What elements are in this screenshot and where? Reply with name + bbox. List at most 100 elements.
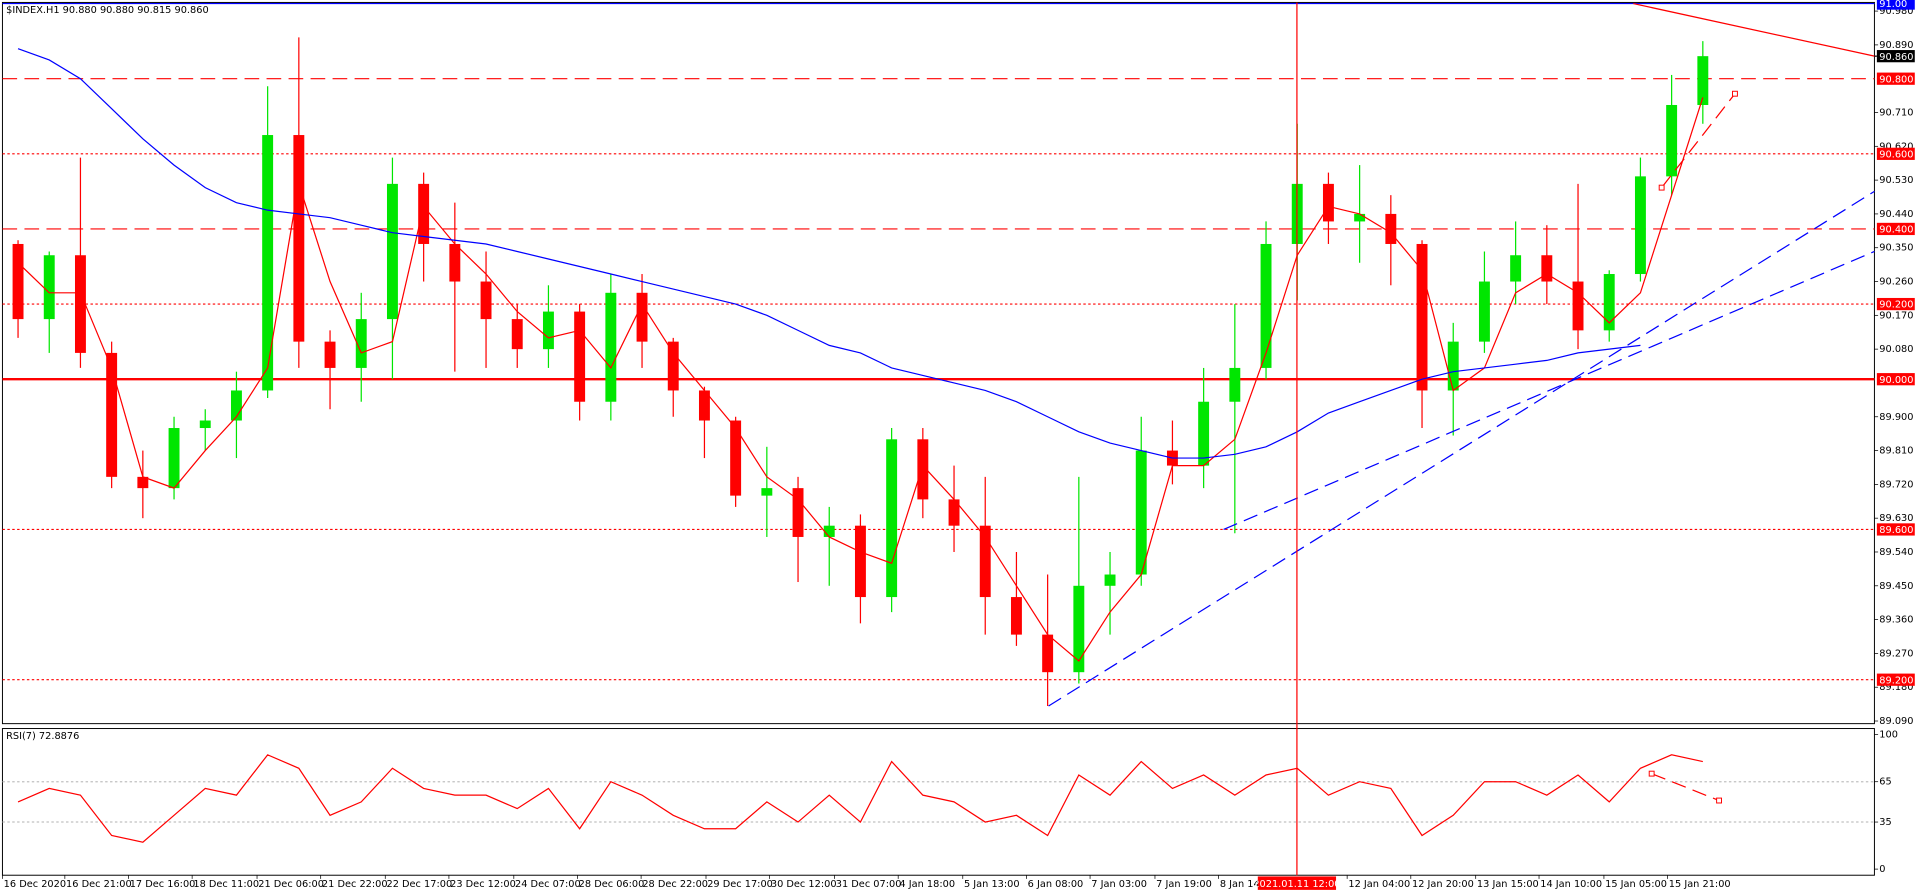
y-tick-label: 89.810: [1879, 446, 1913, 457]
trend-line: [1633, 2, 1875, 57]
main-pane: [1, 1, 1875, 725]
x-tick-label: 22 Dec 17:00: [386, 879, 452, 890]
x-tick-label: 7 Jan 19:00: [1156, 879, 1212, 890]
candle-body: [979, 525, 991, 598]
candle-body: [1416, 243, 1428, 391]
y-tick-label: 89.180: [1879, 682, 1913, 693]
y-tick-label: 90.170: [1879, 310, 1913, 321]
candle-body: [262, 135, 274, 391]
level-label: 89.600: [1879, 525, 1913, 536]
candle-body: [293, 135, 305, 342]
level-label: 89.200: [1879, 675, 1913, 686]
level-label-box: [1876, 523, 1915, 536]
x-tick-label: 5 Jan 13:00: [964, 879, 1020, 890]
candle-body: [886, 439, 898, 598]
candle-body: [324, 341, 336, 368]
candle-body: [574, 311, 586, 402]
moving-average: [17, 48, 1641, 459]
candle-body: [1198, 401, 1210, 466]
candle-body: [480, 281, 492, 320]
level-label: 90.400: [1879, 225, 1913, 236]
candle-body: [418, 183, 430, 244]
candle-body: [1697, 56, 1709, 105]
trend-line: [1223, 250, 1875, 531]
trend-handle: [1732, 90, 1738, 97]
candle-body: [605, 292, 617, 402]
candle-body: [1104, 574, 1116, 586]
candle-body: [792, 488, 804, 537]
candle-body: [1478, 281, 1490, 342]
y-tick-label: 0: [1879, 864, 1885, 875]
candle-body: [1010, 597, 1022, 635]
trend-handle: [1716, 797, 1722, 804]
x-tick-label: 29 Dec 17:00: [707, 879, 773, 890]
level-label-box: [1876, 297, 1915, 311]
candle-body: [199, 420, 211, 429]
x-tick-label: 21 Dec 06:00: [258, 879, 324, 890]
level-label-box: [1876, 0, 1915, 10]
trend-line: [1661, 93, 1736, 188]
x-tick-label: 18 Dec 11:00: [193, 879, 259, 890]
y-tick-label: 90.620: [1879, 141, 1913, 152]
rsi-line: [17, 754, 1703, 843]
x-tick-label: 16 Dec 2020: [4, 879, 66, 890]
candle-body: [1447, 341, 1459, 391]
y-tick-label: 90.440: [1879, 209, 1913, 220]
candle-body: [1666, 104, 1678, 177]
trend-handle: [1658, 184, 1665, 191]
x-tick-label: 28 Dec 06:00: [579, 879, 645, 890]
candle-body: [854, 525, 866, 598]
candle-body: [43, 255, 55, 320]
y-tick-label: 90.530: [1879, 175, 1913, 186]
candle-body: [948, 499, 960, 526]
candle-body: [137, 476, 149, 489]
crosshair-label-box: [1257, 876, 1337, 890]
y-tick-label: 65: [1879, 777, 1891, 788]
x-tick-label: 12 Jan 04:00: [1348, 879, 1410, 890]
y-tick-label: 89.540: [1879, 547, 1913, 558]
x-tick-label: 31 Dec 07:00: [836, 879, 902, 890]
candle-body: [1510, 255, 1522, 282]
y-tick-label: 90.350: [1879, 243, 1913, 254]
moving-average: [17, 97, 1704, 662]
level-label: 90.800: [1879, 74, 1913, 85]
x-tick-label: 4 Jan 18:00: [899, 879, 955, 890]
y-tick-label: 90.980: [1879, 6, 1913, 17]
x-tick-label: 12 Jan 20:00: [1412, 879, 1474, 890]
trend-line: [1048, 190, 1875, 707]
candle-body: [1322, 183, 1334, 222]
candle-body: [106, 352, 118, 477]
x-tick-label: 24 Dec 07:00: [515, 879, 581, 890]
candle-body: [761, 488, 773, 496]
candle-body: [386, 183, 398, 320]
rsi-pane: [1, 728, 1875, 876]
level-label-box: [1876, 222, 1915, 236]
x-tick-label: 6 Jan 08:00: [1028, 879, 1084, 890]
level-label-box: [1876, 72, 1915, 85]
y-tick-label: 89.450: [1879, 581, 1913, 592]
x-tick-label: 16 Dec 21:00: [66, 879, 132, 890]
y-tick-label: 90.710: [1879, 108, 1913, 119]
level-label: 90.200: [1879, 300, 1913, 311]
y-tick-label: 89.630: [1879, 513, 1913, 524]
candle-body: [230, 390, 242, 421]
x-tick-label: 30 Dec 12:00: [771, 879, 837, 890]
candle-body: [449, 243, 461, 282]
candle-body: [1260, 243, 1272, 368]
level-label: 90.600: [1879, 149, 1913, 160]
x-tick-label: 14 Jan 10:00: [1540, 879, 1602, 890]
candle-body: [1572, 281, 1584, 331]
y-tick-label: 89.270: [1879, 648, 1913, 659]
y-tick-label: 35: [1879, 817, 1891, 828]
x-tick-label: 15 Jan 21:00: [1669, 879, 1731, 890]
y-tick-label: 90.260: [1879, 277, 1913, 288]
level-label: 90.000: [1879, 375, 1913, 386]
candle-body: [1073, 585, 1085, 673]
crosshair-label: 2021.01.11 12:00: [1253, 879, 1340, 890]
current-price-box: [1876, 50, 1915, 63]
candle-body: [1603, 274, 1615, 331]
x-tick-label: 23 Dec 12:00: [450, 879, 516, 890]
candle-body: [698, 390, 710, 421]
y-tick-label: 89.090: [1879, 716, 1913, 727]
